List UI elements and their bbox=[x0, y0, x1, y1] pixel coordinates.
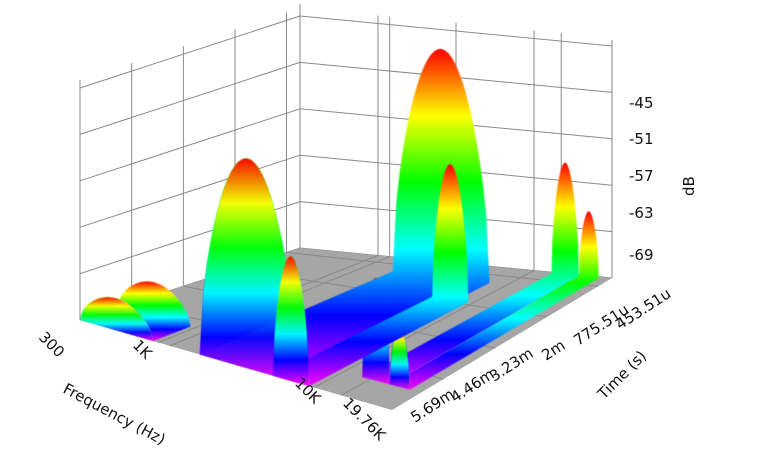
db-tick-label: -51 bbox=[629, 130, 654, 148]
surface-ridge-face bbox=[389, 326, 410, 390]
db-tick-label: -63 bbox=[629, 204, 654, 222]
wall-grid-line bbox=[79, 15, 301, 89]
surface-ridge-face bbox=[199, 158, 297, 383]
surface-ridge-face bbox=[80, 297, 154, 342]
wall-grid-line bbox=[79, 108, 301, 182]
db-tick-label: -69 bbox=[629, 246, 654, 264]
surface-mesh bbox=[80, 48, 599, 390]
time-axis-label: Time (s) bbox=[593, 347, 650, 404]
surface-ridge-face bbox=[273, 256, 310, 387]
frequency-tick-label: 300 bbox=[35, 328, 68, 361]
wall-grid-line bbox=[79, 154, 301, 228]
floor-grid-line bbox=[313, 270, 535, 388]
frequency-axis-label: Frequency (Hz) bbox=[60, 380, 168, 449]
db-axis: -45 -51 -57 -63 -69 dB bbox=[629, 94, 698, 264]
surface-ridge bbox=[389, 211, 599, 390]
wall-grid-line bbox=[79, 61, 301, 135]
db-tick-label: -45 bbox=[629, 94, 654, 112]
time-tick-label: 2m bbox=[538, 336, 568, 364]
db-axis-label: dB bbox=[680, 176, 698, 196]
surface-ridge bbox=[80, 281, 191, 342]
db-tick-label: -57 bbox=[629, 167, 654, 185]
